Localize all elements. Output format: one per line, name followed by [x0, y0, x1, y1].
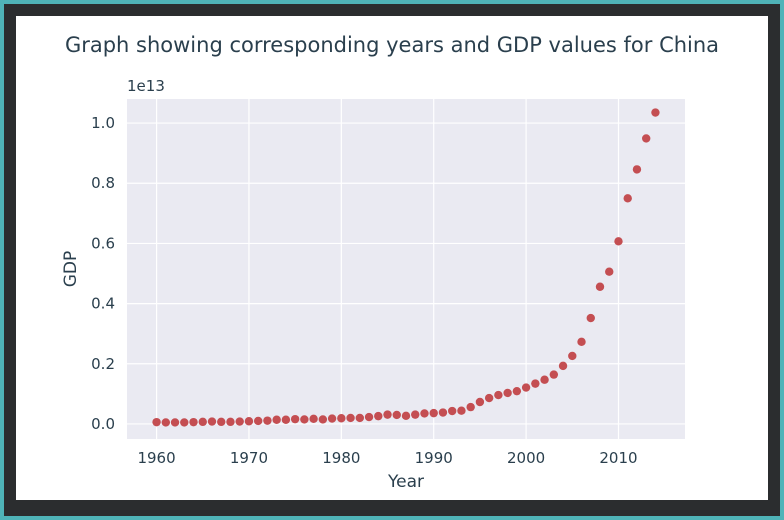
data-point [512, 386, 522, 396]
data-point [466, 402, 475, 412]
data-point [401, 411, 411, 421]
data-point [226, 417, 235, 427]
data-point [355, 413, 365, 423]
data-point [364, 412, 374, 422]
x-axis-label: Year [387, 472, 424, 492]
window-frame: Graph showing corresponding years and GD… [4, 4, 780, 516]
data-point [383, 410, 392, 419]
data-point [521, 383, 531, 392]
y-tick-label: 0.4 [91, 295, 115, 313]
data-point [484, 393, 494, 403]
data-point [161, 418, 171, 427]
x-tick-label: 1960 [137, 449, 175, 467]
data-point [290, 414, 300, 424]
data-point [632, 165, 642, 174]
plot-area [127, 99, 685, 439]
y-tick-label: 0.6 [91, 234, 115, 252]
y-tick-label: 0.8 [91, 174, 115, 192]
data-point [438, 408, 448, 417]
chart-title: Graph showing corresponding years and GD… [65, 33, 719, 57]
data-points [152, 108, 660, 427]
data-point [475, 397, 485, 407]
data-point [272, 415, 281, 424]
data-point [318, 415, 328, 424]
data-point [549, 370, 559, 379]
data-point [392, 410, 401, 420]
data-point [180, 418, 189, 427]
x-tick-label: 1990 [415, 449, 453, 467]
data-point [346, 413, 355, 423]
data-point [152, 417, 161, 427]
scatter-chart: Graph showing corresponding years and GD… [61, 33, 719, 492]
y-tick-label: 1.0 [91, 114, 115, 132]
x-tick-label: 2000 [507, 449, 545, 467]
data-point [244, 417, 254, 426]
data-point [207, 417, 217, 426]
data-point [558, 361, 568, 371]
data-point [309, 414, 318, 424]
data-point [540, 375, 549, 384]
data-point [651, 108, 660, 117]
data-point [170, 418, 180, 427]
data-point [595, 282, 605, 291]
figure-canvas: Graph showing corresponding years and GD… [16, 16, 768, 500]
grid-lines [127, 99, 685, 439]
y-tick-labels: 0.0 0.2 0.4 0.6 0.8 1.0 [91, 114, 115, 433]
data-point [447, 406, 457, 416]
data-point [503, 388, 512, 398]
y-offset-label: 1e13 [127, 77, 165, 95]
data-point [641, 134, 651, 143]
data-point [531, 379, 540, 388]
data-point [586, 313, 595, 323]
data-point [568, 351, 577, 361]
x-tick-labels: 1960 1970 1980 1990 2000 2010 [137, 449, 637, 467]
x-tick-label: 1970 [230, 449, 268, 467]
data-point [235, 417, 244, 426]
data-point [429, 408, 438, 418]
data-point [327, 414, 337, 423]
data-point [300, 415, 309, 424]
data-point [263, 416, 272, 425]
data-point [411, 410, 420, 419]
y-axis-label: GDP [61, 251, 81, 288]
x-tick-label: 1980 [322, 449, 360, 467]
data-point [374, 411, 383, 421]
data-point [623, 194, 632, 203]
y-tick-label: 0.0 [91, 415, 115, 433]
data-point [337, 414, 346, 423]
data-point [494, 390, 503, 400]
data-point [189, 417, 198, 427]
data-point [457, 406, 466, 415]
data-point [614, 237, 623, 246]
data-point [281, 415, 291, 424]
data-point [217, 417, 226, 427]
data-point [577, 337, 586, 347]
x-tick-label: 2010 [599, 449, 637, 467]
data-point [605, 267, 614, 276]
data-point [253, 416, 263, 426]
y-tick-label: 0.2 [91, 355, 115, 373]
data-point [198, 417, 207, 427]
data-point [420, 409, 429, 418]
